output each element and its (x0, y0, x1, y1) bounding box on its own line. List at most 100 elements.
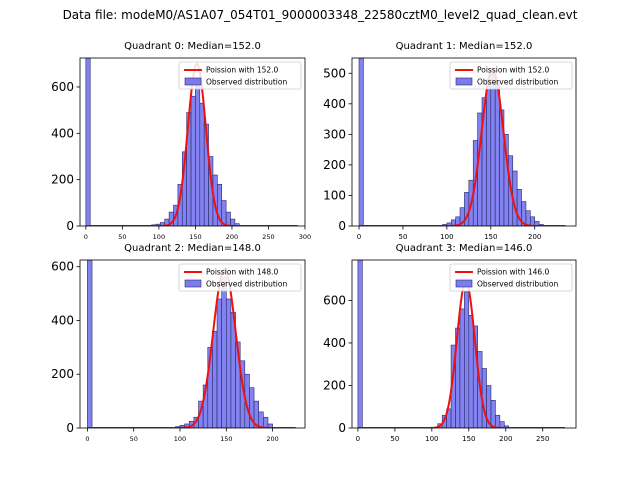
legend-entry-observed: Observed distribution (206, 280, 287, 289)
histogram-bar (216, 298, 222, 428)
y-tick-label: 600 (323, 293, 346, 307)
legend-box (178, 61, 302, 90)
y-tick-label: 600 (51, 80, 74, 94)
histogram-bar (190, 95, 196, 226)
x-tick-label: 200 (528, 233, 541, 241)
subplot-title: Quadrant 0: Median=152.0 (124, 41, 261, 52)
legend-entry-observed: Observed distribution (206, 78, 287, 87)
y-tick-label: 200 (323, 378, 346, 392)
x-tick-label: 150 (189, 233, 201, 241)
subplot-quadrant-2: 0 50 100 150 200 0 200 400 600 Quadrant 2: Median… (51, 243, 306, 443)
x-tick-label: 150 (220, 435, 232, 443)
x-tick-label: 50 (390, 435, 399, 443)
subplot-title: Quadrant 3: Median=146.0 (396, 243, 533, 254)
histogram-bar (534, 221, 540, 226)
x-tick-label: 150 (462, 435, 475, 443)
y-tick-label: 200 (51, 173, 74, 187)
legend-entry-fit: Poission with 152.0 (477, 66, 550, 75)
legend: Poission with 152.0 Observed distribution (178, 61, 302, 90)
x-tick-label: 100 (440, 233, 453, 241)
legend-entry-fit: Poission with 146.0 (477, 268, 550, 277)
subplot-title: Quadrant 1: Median=152.0 (396, 41, 533, 52)
legend-entry-fit: Poission with 148.0 (206, 268, 279, 277)
histogram-bar (85, 58, 91, 226)
histogram-bar (486, 79, 492, 226)
histogram-bar (87, 260, 93, 428)
x-tick-label: 0 (85, 435, 89, 443)
histogram-bar (530, 216, 536, 226)
histogram-bar (199, 102, 205, 226)
histogram-bar (221, 277, 227, 428)
x-tick-label: 250 (262, 233, 274, 241)
histogram-bar (495, 414, 501, 428)
y-tick-label: 100 (323, 188, 346, 202)
figure-title: Data file: modeM0/AS1A07_054T01_90000033… (62, 8, 578, 22)
y-tick-label: 400 (323, 97, 346, 111)
plot-area (357, 260, 565, 428)
x-tick-label: 200 (499, 435, 512, 443)
x-tick-label: 100 (425, 435, 438, 443)
histogram-bar (212, 330, 218, 428)
axes-frame (351, 259, 577, 429)
axes-frame (351, 57, 577, 227)
x-tick-label: 200 (266, 435, 278, 443)
histogram-bar (490, 400, 496, 428)
legend-box (449, 61, 573, 90)
y-tick-label: 600 (51, 260, 74, 274)
legend-bar-swatch (184, 279, 202, 288)
x-tick-label: 0 (356, 435, 360, 443)
histogram-bar (358, 58, 364, 226)
histogram-bar (230, 218, 236, 226)
legend-bar-swatch (455, 77, 473, 86)
legend-entry-observed: Observed distribution (477, 280, 558, 289)
poisson-fit-line (359, 67, 566, 226)
histogram-bar (464, 291, 470, 428)
subplot-title: Quadrant 2: Median=148.0 (124, 243, 261, 254)
legend-entry-observed: Observed distribution (477, 78, 558, 87)
histogram-bar (468, 314, 474, 428)
subplot-quadrant-0: 0 50 100 150 200 250 300 0 200 400 600 Quadrant 0: … (51, 41, 311, 241)
x-tick-label: 0 (84, 233, 88, 241)
x-tick-label: 50 (118, 233, 126, 241)
y-tick-label: 200 (51, 367, 74, 381)
y-tick-label: 500 (323, 66, 346, 80)
subplot-quadrant-1: 0 50 100 150 200 0 100 200 300 400 500 Quadrant 1: … (323, 41, 577, 241)
histogram-bar (225, 298, 232, 428)
histogram-bar (525, 210, 531, 226)
legend: Poission with 152.0 Observed distribution (449, 61, 573, 90)
y-tick-label: 300 (323, 127, 346, 141)
x-tick-label: 150 (484, 233, 497, 241)
legend-box (178, 263, 302, 292)
y-tick-label: 400 (323, 336, 346, 350)
histogram-bar (494, 82, 500, 226)
x-tick-label: 100 (153, 233, 165, 241)
histogram-bar (225, 211, 231, 226)
y-tick-label: 0 (338, 421, 346, 435)
x-tick-label: 0 (357, 233, 361, 241)
y-tick-label: 200 (323, 158, 346, 172)
y-tick-label: 0 (66, 219, 74, 233)
x-tick-label: 250 (536, 435, 549, 443)
poisson-fit-line (357, 280, 565, 428)
axes-frame (79, 259, 306, 429)
histogram-bar (459, 308, 465, 428)
legend: Poission with 146.0 Observed distribution (449, 263, 573, 292)
axes-frame (79, 57, 306, 227)
histogram-bar (195, 84, 201, 226)
legend-bar-swatch (455, 279, 473, 288)
histogram-bar (263, 416, 269, 428)
histogram-bar (357, 260, 363, 428)
legend-bar-swatch (184, 77, 202, 86)
x-tick-label: 200 (226, 233, 238, 241)
x-tick-label: 300 (299, 233, 311, 241)
histogram-bar (490, 72, 496, 226)
y-tick-label: 0 (338, 219, 346, 233)
poisson-fit-line (87, 268, 296, 428)
legend-entry-fit: Poission with 152.0 (206, 66, 279, 75)
x-tick-label: 100 (174, 435, 186, 443)
x-tick-label: 50 (130, 435, 138, 443)
legend-box (449, 263, 573, 292)
legend: Poission with 148.0 Observed distribution (178, 263, 302, 292)
subplot-quadrant-3: 0 50 100 150 200 250 0 200 400 600 Quadrant 3: Med… (323, 243, 577, 443)
